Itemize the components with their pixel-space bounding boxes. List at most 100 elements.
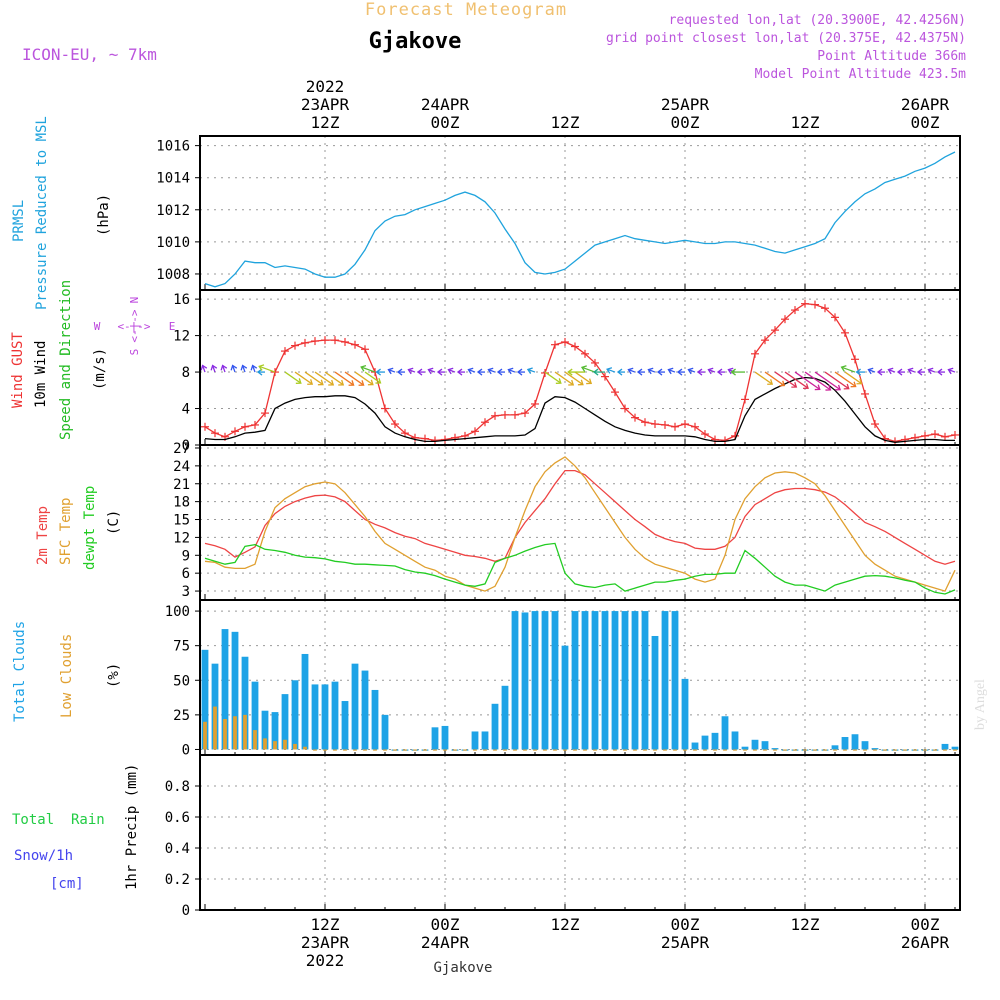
temp-2m-line xyxy=(204,469,956,565)
wind-arrow-head xyxy=(767,379,774,385)
wind-arrow xyxy=(354,371,374,386)
wind-arrow-shaft xyxy=(824,371,850,390)
wind-arrow-head xyxy=(907,367,914,375)
wind-arrow-shaft xyxy=(324,371,344,386)
total-cloud-bar xyxy=(321,684,329,750)
low-cloud-bar xyxy=(453,749,457,751)
wind-label-gust: Wind GUST xyxy=(10,332,26,408)
top-date-label: 12Z xyxy=(551,113,580,132)
low-cloud-bar xyxy=(203,721,207,750)
wind-unit: (m/s) xyxy=(92,348,108,390)
low-cloud-bar xyxy=(833,749,837,751)
low-cloud-bar xyxy=(473,749,477,751)
cloud-label-low: Low Clouds xyxy=(59,634,75,718)
gust-marker xyxy=(211,429,219,438)
meteogram-title: Forecast Meteogram xyxy=(365,0,567,20)
wind-arrow xyxy=(667,367,676,375)
wind-arrow-shaft xyxy=(544,371,562,384)
bottom-date-label: 12Z xyxy=(791,915,820,934)
total-cloud-bar xyxy=(521,612,529,750)
wind-arrow-head xyxy=(916,368,923,376)
wind-arrow xyxy=(364,371,382,384)
total-cloud-bar xyxy=(561,645,569,750)
gust-marker xyxy=(801,299,809,308)
wind-arrow-shaft xyxy=(868,369,876,373)
low-cloud-bar xyxy=(743,749,747,751)
bottom-date-label: 2022 xyxy=(306,951,345,970)
wind-arrow-head xyxy=(779,380,786,387)
gust-marker xyxy=(551,340,559,349)
wind-arrow-head xyxy=(687,367,694,375)
total-cloud-bar xyxy=(841,737,849,750)
gust-marker xyxy=(291,341,299,350)
wind-arrow-shaft xyxy=(408,369,416,373)
low-cloud-bar xyxy=(353,749,357,751)
gust-marker xyxy=(671,422,679,431)
wind-arrow-head xyxy=(338,379,345,386)
clouds-ytick-label: 75 xyxy=(173,639,190,655)
wind-arrow-head xyxy=(876,368,883,376)
low-cloud-bar xyxy=(223,719,227,750)
gust-marker xyxy=(471,427,479,436)
wind-arrow-shaft xyxy=(508,369,516,373)
bottom-date-label: 00Z xyxy=(671,915,700,934)
wind-arrow xyxy=(200,364,208,373)
wind-direction-arrows xyxy=(200,364,956,391)
gust-marker xyxy=(951,430,959,439)
temp-label-2m: 2m Temp xyxy=(35,506,51,565)
low-cloud-bar xyxy=(243,714,247,750)
total-cloud-bar xyxy=(651,635,659,750)
bottom-date-label: 26APR xyxy=(901,933,950,952)
wind-arrow-head xyxy=(447,367,454,375)
gust-marker xyxy=(791,306,799,315)
wind-arrow xyxy=(876,368,885,376)
wind-arrow xyxy=(334,371,355,386)
wind-ytick-label: 16 xyxy=(173,292,190,308)
low-cloud-bar xyxy=(733,749,737,751)
wind-arrow-head xyxy=(250,364,258,371)
wind-arrow-shaft xyxy=(804,371,831,391)
wind-arrow xyxy=(284,371,302,384)
wind-arrow-head xyxy=(803,383,809,390)
wind-arrow-head xyxy=(727,367,734,375)
wind-arrow-shaft xyxy=(554,371,574,386)
wind-label-direction: Speed and Direction xyxy=(58,280,74,440)
wind-arrow-shaft xyxy=(774,371,797,388)
wind-arrow xyxy=(616,368,625,376)
wind-arrow xyxy=(304,371,324,386)
gust-marker xyxy=(601,372,609,381)
pressure-ytick-label: 1008 xyxy=(156,267,190,283)
wind-arrow-head xyxy=(676,368,683,376)
gust-marker xyxy=(401,429,409,438)
total-cloud-bar xyxy=(361,670,369,750)
low-cloud-bar xyxy=(343,749,347,751)
wind-arrow xyxy=(567,368,585,376)
wind-arrow-head xyxy=(825,384,832,391)
gust-marker xyxy=(761,336,769,345)
pressure-ytick-label: 1012 xyxy=(156,203,190,219)
wind-line xyxy=(204,376,955,443)
wind-arrow-head xyxy=(496,368,503,376)
top-date-label: 26APR xyxy=(901,95,950,114)
pressure-label-msl: Pressure Reduced to MSL xyxy=(34,116,50,310)
wind-arrow xyxy=(407,367,416,375)
wind-arrow-head xyxy=(387,367,394,375)
gust-marker xyxy=(341,337,349,346)
low-cloud-bar xyxy=(703,749,707,751)
wind-arrow-head xyxy=(791,382,798,388)
wind-arrow xyxy=(220,364,228,373)
temp-grid xyxy=(200,445,960,600)
gust-marker xyxy=(431,436,439,445)
total-cloud-bar xyxy=(851,734,859,750)
wind-arrow-shaft xyxy=(388,369,396,373)
gust-marker xyxy=(811,300,819,309)
gust-marker xyxy=(231,427,239,436)
low-cloud-bar xyxy=(413,749,417,751)
wind-arrow xyxy=(730,368,745,376)
wind-arrow xyxy=(507,367,516,375)
wind-arrow-head xyxy=(526,367,533,375)
gust-marker xyxy=(841,328,849,337)
clouds-ytick-label: 50 xyxy=(173,673,190,689)
wind-arrow-shaft xyxy=(628,369,636,373)
